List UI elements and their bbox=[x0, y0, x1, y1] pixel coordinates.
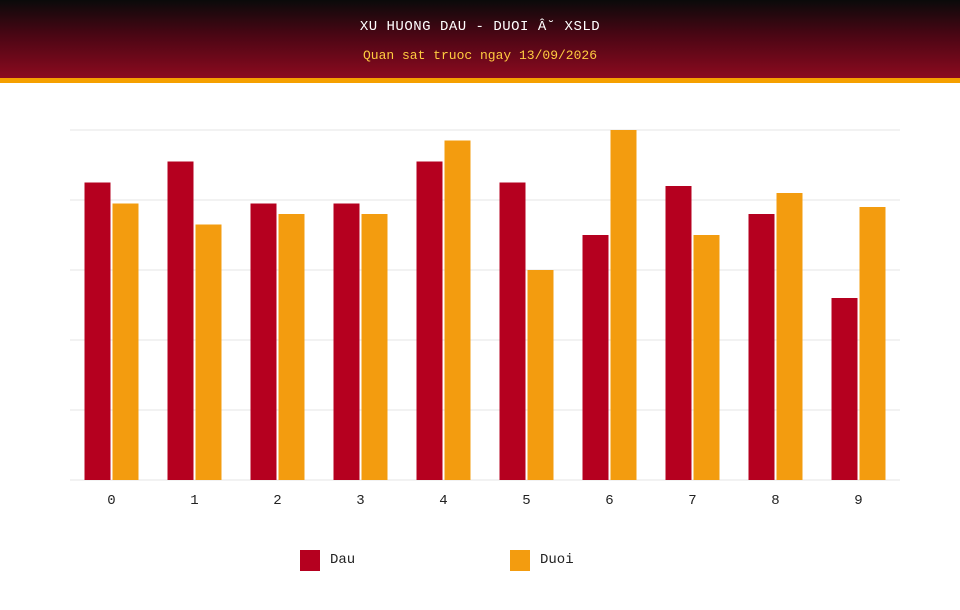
bar-duoi-8 bbox=[776, 193, 803, 480]
bar-duoi-2 bbox=[278, 214, 305, 480]
bar-duoi-4 bbox=[444, 140, 471, 480]
legend-item-dau[interactable]: Dau bbox=[300, 549, 355, 571]
bar-dau-1 bbox=[167, 161, 194, 480]
bar-duoi-3 bbox=[361, 214, 388, 480]
bar-duoi-0 bbox=[112, 203, 139, 480]
x-tick-label: 8 bbox=[771, 493, 779, 509]
bar-dau-3 bbox=[333, 203, 360, 480]
bar-duoi-1 bbox=[195, 224, 222, 480]
x-tick-label: 5 bbox=[522, 493, 530, 509]
bar-dau-9 bbox=[831, 298, 858, 480]
bar-chart: 0 1 2 3 4 5 6 7 8 9 bbox=[70, 129, 900, 509]
bar-dau-4 bbox=[416, 161, 443, 480]
chart-legend: Dau Duoi bbox=[0, 549, 960, 573]
bar-duoi-7 bbox=[693, 235, 720, 480]
legend-label-duoi: Duoi bbox=[540, 552, 574, 568]
bar-dau-2 bbox=[250, 203, 277, 480]
legend-swatch-dau bbox=[300, 549, 320, 571]
bar-dau-0 bbox=[84, 182, 111, 480]
x-tick-label: 1 bbox=[190, 493, 198, 509]
x-tick-label: 6 bbox=[605, 493, 613, 509]
bar-dau-7 bbox=[665, 186, 692, 480]
bar-dau-8 bbox=[748, 214, 775, 480]
x-tick-label: 3 bbox=[356, 493, 364, 509]
bar-duoi-6 bbox=[610, 130, 637, 480]
x-tick-label: 0 bbox=[107, 493, 115, 509]
x-tick-label: 4 bbox=[439, 493, 447, 509]
bar-dau-5 bbox=[499, 182, 526, 480]
legend-swatch-duoi bbox=[510, 549, 530, 571]
chart-header: XU HUONG DAU - DUOI Â˘ XSLD Quan sat tru… bbox=[0, 0, 960, 83]
bar-duoi-9 bbox=[859, 207, 886, 480]
x-tick-label: 7 bbox=[688, 493, 696, 509]
legend-item-duoi[interactable]: Duoi bbox=[510, 549, 574, 571]
bar-dau-6 bbox=[582, 235, 609, 480]
chart-title: XU HUONG DAU - DUOI Â˘ XSLD bbox=[359, 19, 601, 35]
bar-duoi-5 bbox=[527, 270, 554, 480]
chart-subtitle: Quan sat truoc ngay 13/09/2026 bbox=[362, 48, 598, 63]
x-tick-label: 2 bbox=[273, 493, 281, 509]
x-tick-label: 9 bbox=[854, 493, 862, 509]
legend-label-dau: Dau bbox=[330, 552, 356, 568]
